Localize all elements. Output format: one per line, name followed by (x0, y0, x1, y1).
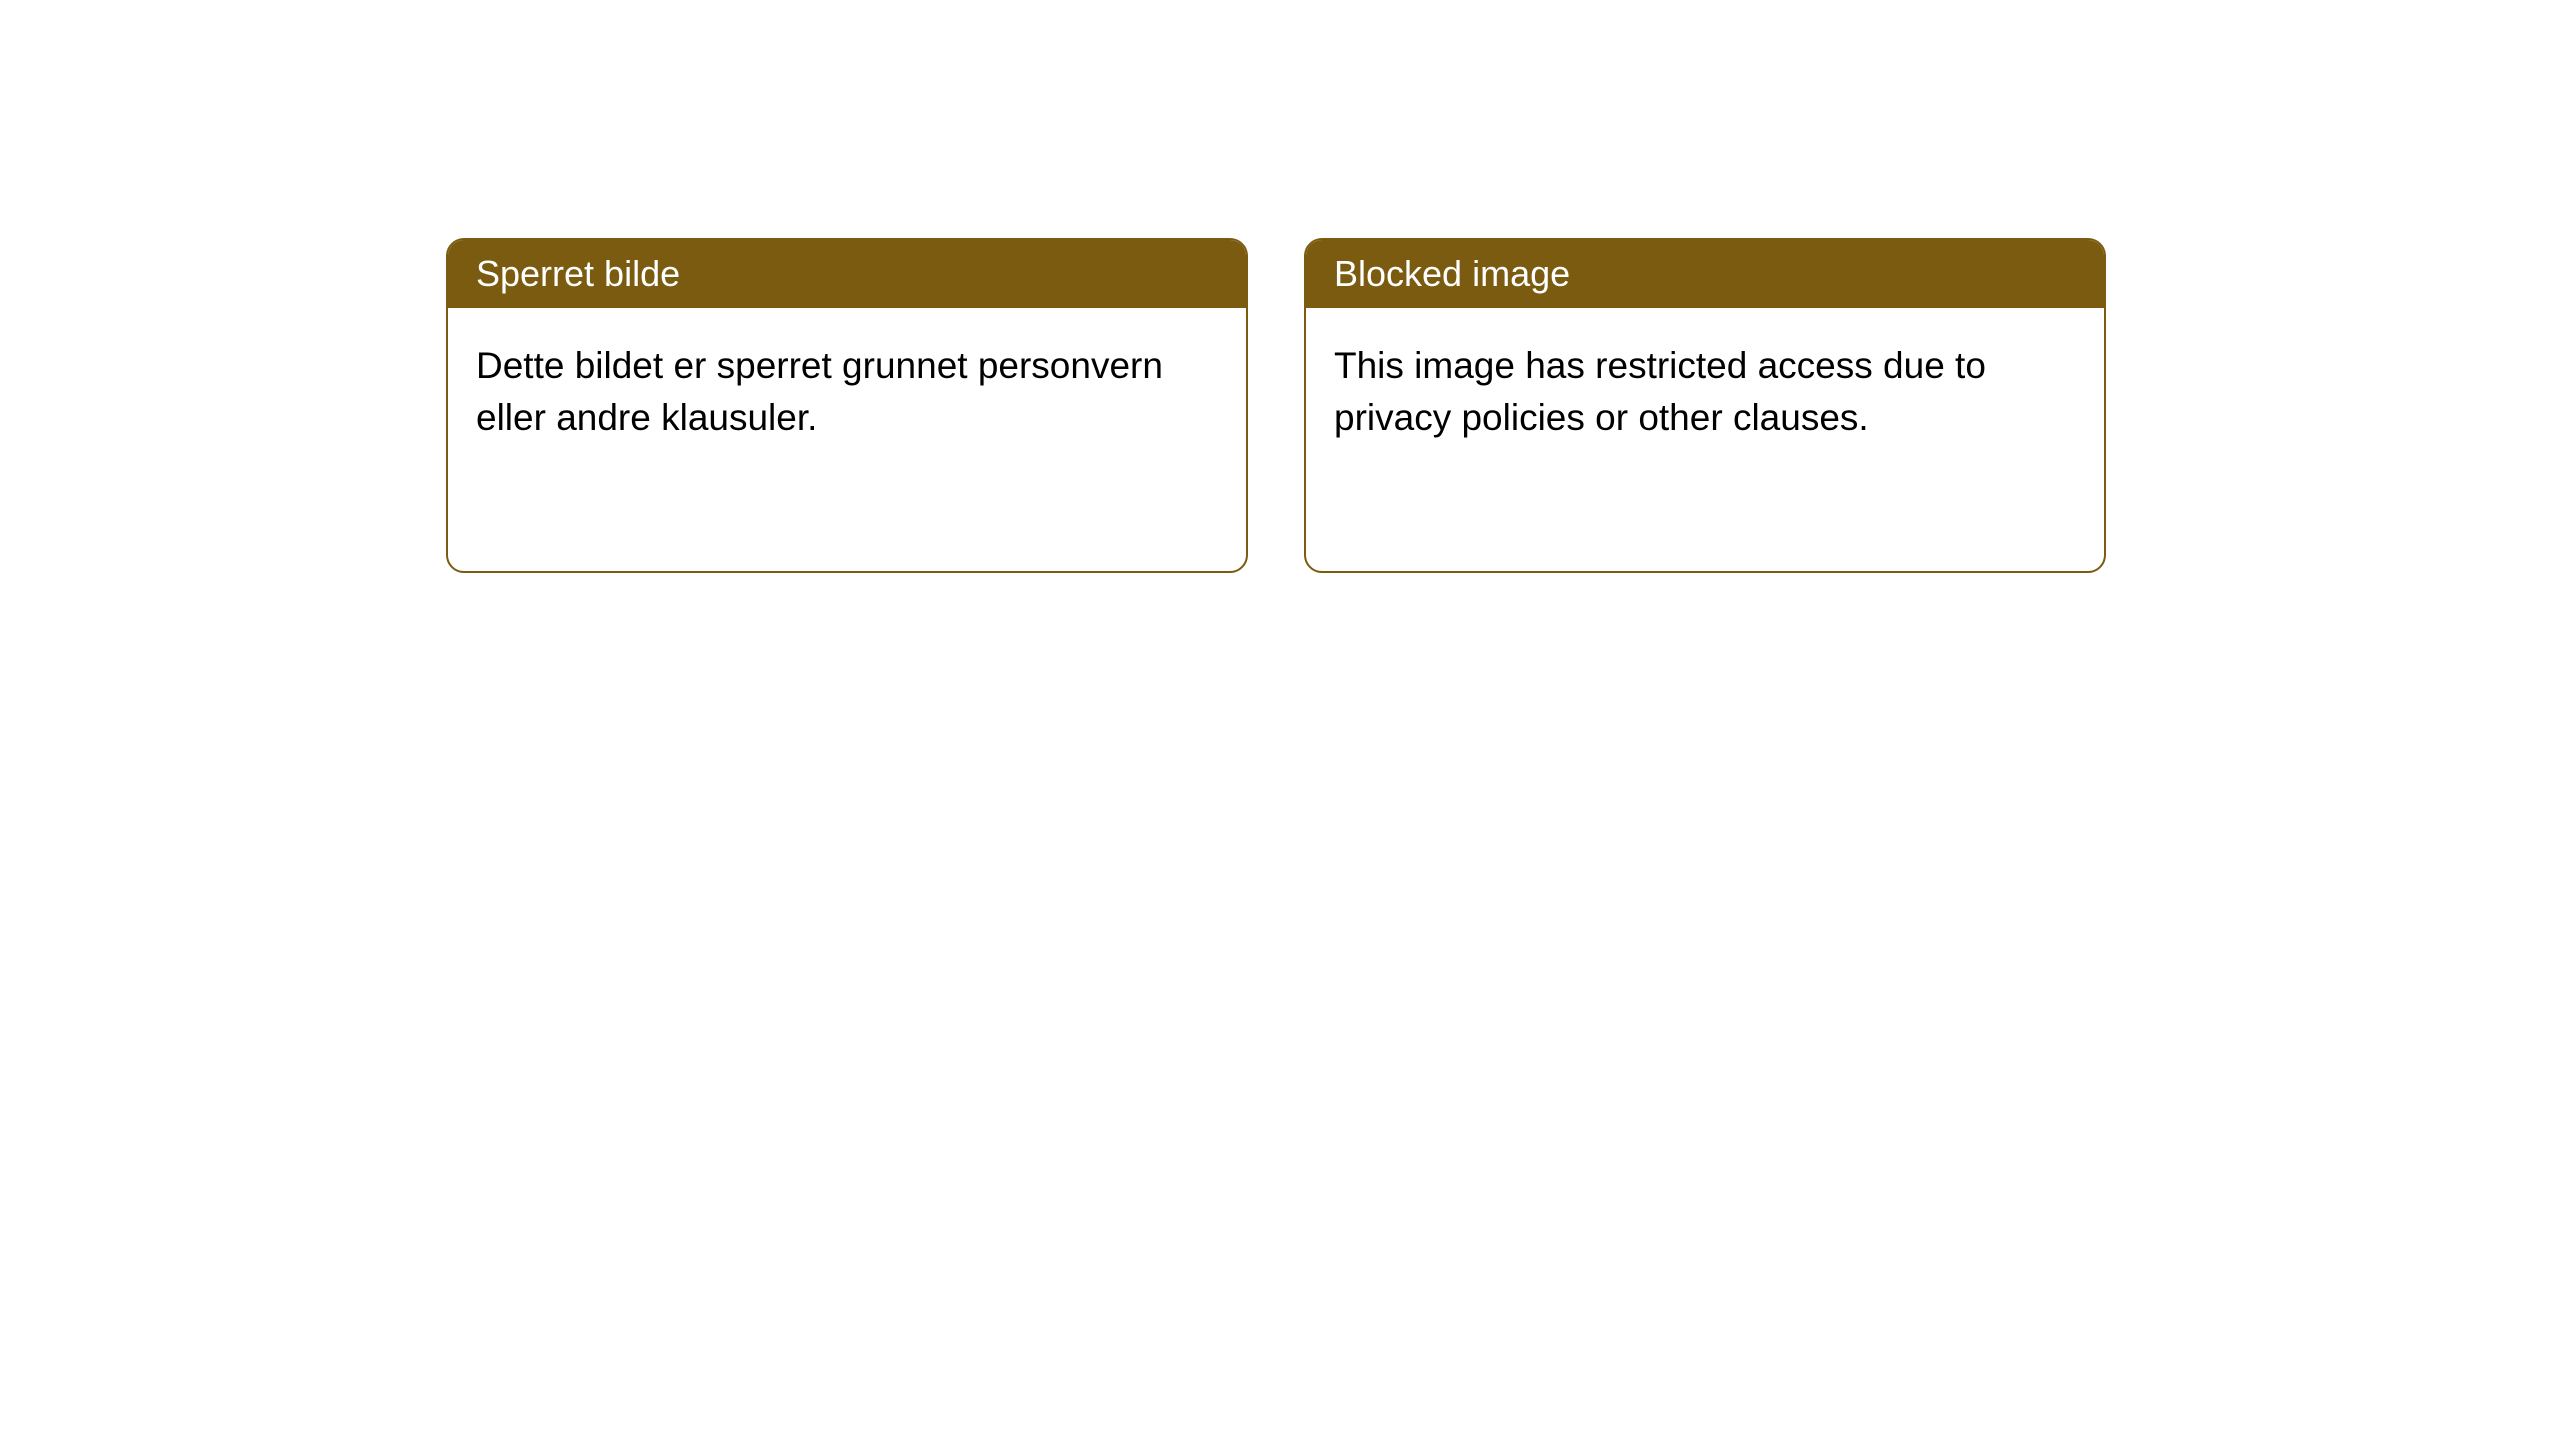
notice-body-en: This image has restricted access due to … (1306, 308, 2104, 476)
notice-container: Sperret bilde Dette bildet er sperret gr… (0, 0, 2560, 573)
notice-card-no: Sperret bilde Dette bildet er sperret gr… (446, 238, 1248, 573)
notice-card-en: Blocked image This image has restricted … (1304, 238, 2106, 573)
notice-header-no: Sperret bilde (448, 240, 1246, 308)
notice-body-no: Dette bildet er sperret grunnet personve… (448, 308, 1246, 476)
notice-header-en: Blocked image (1306, 240, 2104, 308)
